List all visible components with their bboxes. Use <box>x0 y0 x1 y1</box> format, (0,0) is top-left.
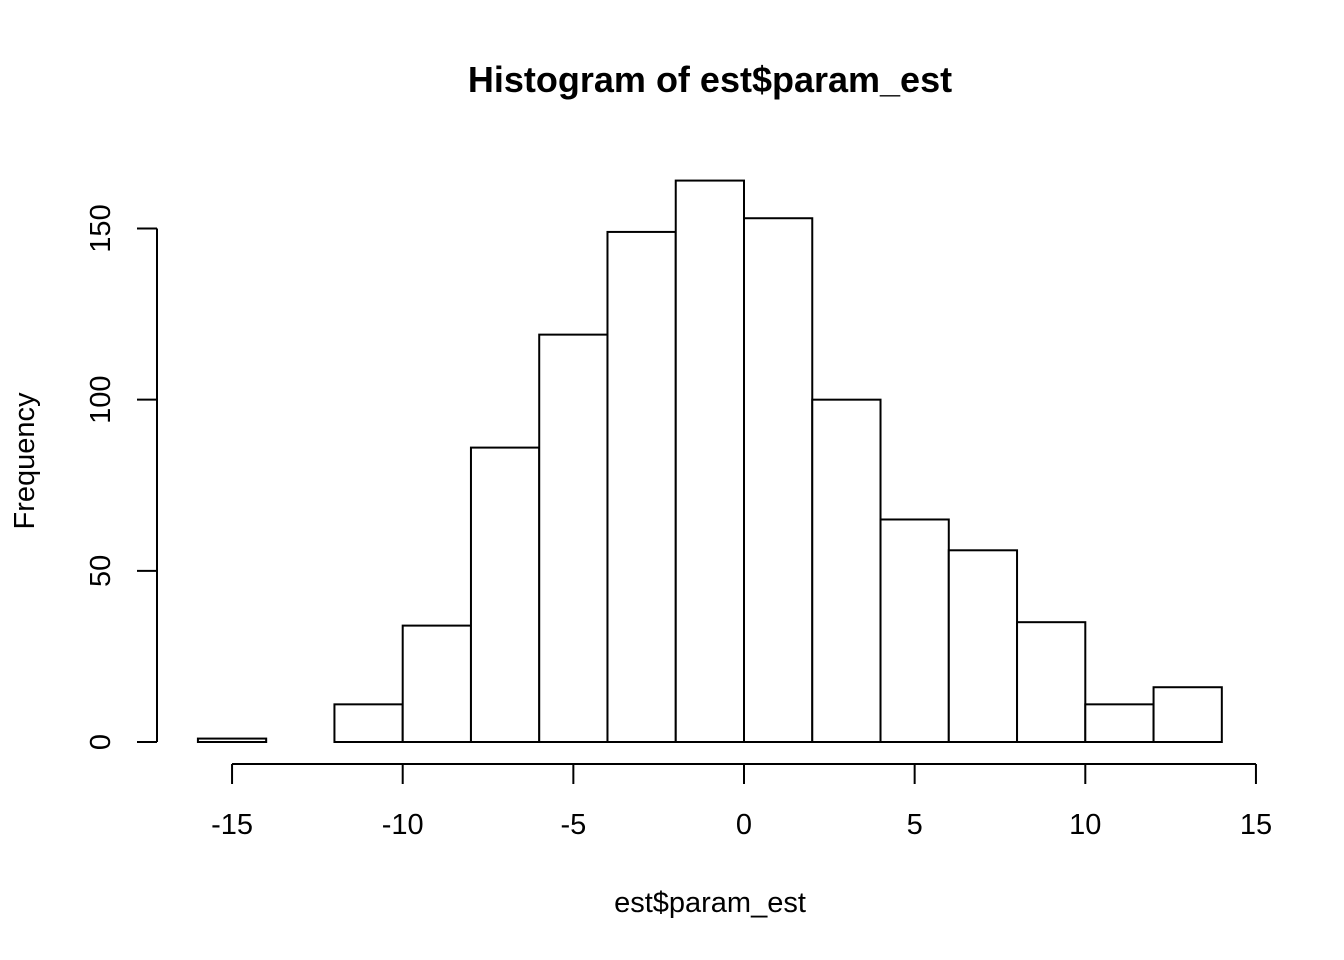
x-axis-label: est$param_est <box>614 887 806 919</box>
histogram-bar <box>401 624 472 743</box>
histogram-bar <box>1152 686 1223 743</box>
histogram-bar <box>196 737 268 744</box>
histogram-bar <box>811 398 882 743</box>
histogram-bar <box>1016 621 1087 744</box>
histogram-bar <box>469 446 541 743</box>
x-tick-label: -5 <box>560 809 586 841</box>
histogram-bar <box>879 518 950 743</box>
y-tick-label: 0 <box>85 734 117 750</box>
x-tick-label: 10 <box>1069 809 1101 841</box>
histogram-bar <box>606 230 677 743</box>
x-tick-label: 5 <box>907 809 923 841</box>
x-tick-label: 15 <box>1240 809 1272 841</box>
x-tick-label: -15 <box>211 809 253 841</box>
y-tick-label: 100 <box>85 375 117 423</box>
bars-group <box>196 179 1223 744</box>
histogram-bar <box>947 549 1019 744</box>
histogram-bar <box>538 333 609 743</box>
histogram-bar <box>743 217 814 743</box>
histogram-bar <box>1084 703 1155 743</box>
x-tick-label: -10 <box>382 809 424 841</box>
histogram-bar <box>333 703 404 743</box>
histogram-bar <box>674 179 745 743</box>
x-tick-label: 0 <box>736 809 752 841</box>
y-axis: 0 50 100 150 <box>85 204 158 750</box>
x-axis: -15 -10 -5 0 5 10 15 <box>211 763 1272 841</box>
y-tick-label: 150 <box>85 204 117 252</box>
y-tick-label: 50 <box>85 555 117 587</box>
y-axis-label: Frequency <box>9 392 41 530</box>
chart-title: Histogram of est$param_est <box>468 59 952 100</box>
